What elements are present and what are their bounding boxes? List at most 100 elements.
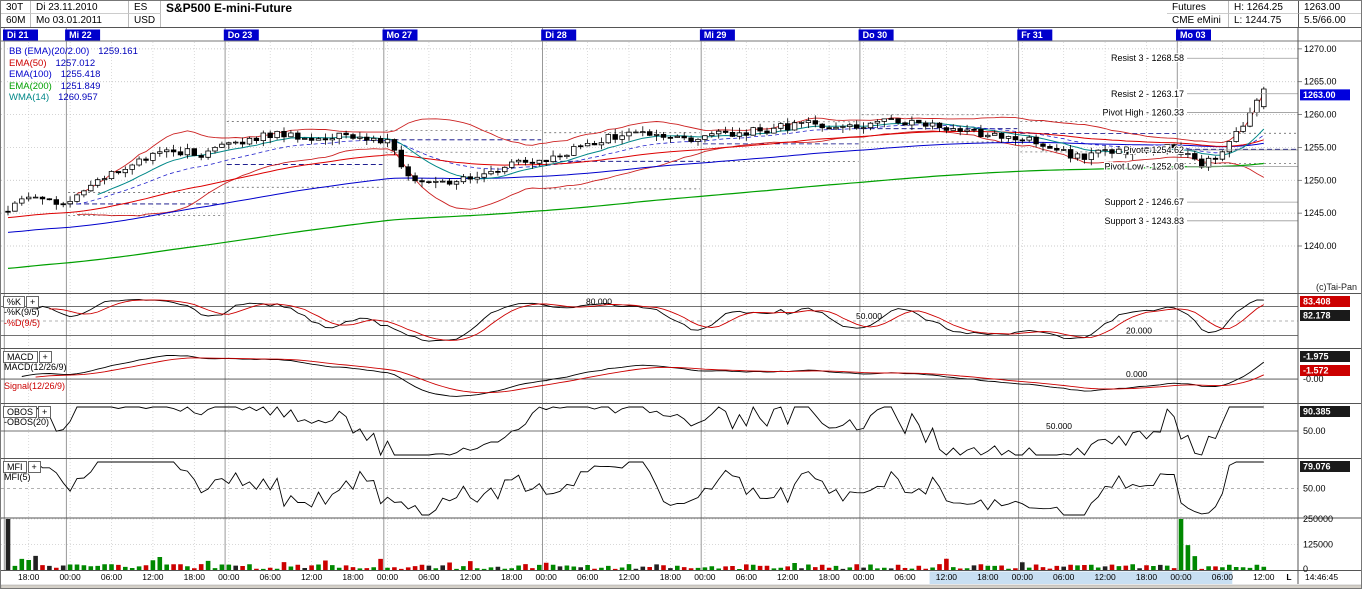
date-badge-text: Do 30 bbox=[863, 30, 888, 40]
bollinger-lower-line bbox=[76, 130, 1265, 217]
exchange-label: CME eMini bbox=[1167, 14, 1229, 27]
date-to-field[interactable]: Mo 03.01.2011 bbox=[31, 14, 129, 27]
date-from-field[interactable]: Di 23.11.2010 bbox=[31, 1, 129, 14]
mfi-value-badge-text: 79.076 bbox=[1303, 462, 1331, 472]
time-label: 18:00 bbox=[18, 572, 40, 582]
time-label: 00:00 bbox=[694, 572, 716, 582]
obos-value-badge-text: 90.385 bbox=[1303, 407, 1331, 417]
bollinger-mid-line bbox=[76, 124, 1265, 205]
time-label: 18:00 bbox=[342, 572, 364, 582]
obos-axis-label: 50.00 bbox=[1303, 426, 1326, 436]
ema100-line bbox=[7, 141, 1264, 233]
time-label: 00:00 bbox=[1170, 572, 1192, 582]
date-badge-text: Mo 27 bbox=[387, 30, 413, 40]
date-badge-text: Mi 22 bbox=[69, 30, 92, 40]
time-label: 12:00 bbox=[777, 572, 799, 582]
legend-value: 1259.161 bbox=[98, 46, 138, 57]
volume-series bbox=[5, 519, 1267, 570]
pivot-label: Support 3 - 1243.83 bbox=[1104, 216, 1184, 226]
stoch-d-line bbox=[49, 299, 1265, 341]
mfi-line bbox=[28, 461, 1264, 516]
obos-panel-header: OBOS + bbox=[3, 406, 52, 418]
obos-series-label: -OBOS(20) bbox=[4, 417, 50, 427]
time-label: 00:00 bbox=[59, 572, 81, 582]
last-price-label: 1263.00 bbox=[1299, 1, 1361, 14]
volume-axis-label: 125000 bbox=[1303, 540, 1333, 550]
time-label: 06:00 bbox=[260, 572, 282, 582]
candles-up bbox=[5, 88, 1267, 213]
time-label: 18:00 bbox=[501, 572, 523, 582]
mfi-value-badge bbox=[1300, 461, 1350, 472]
date-badge bbox=[223, 29, 259, 41]
timeframe-top-selector[interactable]: 30T bbox=[1, 1, 31, 14]
indicator-legend: BB (EMA)(20/2.00) 1259.161 EMA(50) 1257.012… bbox=[9, 46, 138, 104]
date-badge-text: Mi 29 bbox=[704, 30, 727, 40]
time-label: 06:00 bbox=[1053, 572, 1075, 582]
time-axis: 18:00 00:00 06:00 12:00 18:00 00:00 06:00 12:00… bbox=[18, 572, 1338, 582]
obos-expand-button[interactable]: + bbox=[38, 406, 52, 418]
macd-signal-badge bbox=[1300, 365, 1350, 376]
time-label: 06:00 bbox=[101, 572, 123, 582]
legend-value: 1251.849 bbox=[60, 80, 101, 92]
last-price-badge-text: 1263.00 bbox=[1303, 90, 1336, 100]
time-label: 18:00 bbox=[818, 572, 840, 582]
watermark: (c)Tai-Pan bbox=[1316, 282, 1357, 292]
time-label: 00:00 bbox=[853, 572, 875, 582]
macd-value-badge-text: -1.975 bbox=[1303, 352, 1329, 362]
date-badge bbox=[858, 29, 894, 41]
ema200-line bbox=[7, 162, 1264, 269]
date-badges: Di 21 Mi 22 Do 23 Mo 27 Di 28 Mi 29 Do 30 Fr 31… bbox=[3, 29, 1211, 41]
macd-expand-button[interactable]: + bbox=[38, 351, 52, 363]
time-label: 06:00 bbox=[736, 572, 758, 582]
timeframe-bottom-selector[interactable]: 60M bbox=[1, 14, 31, 27]
candles-down bbox=[39, 118, 1219, 205]
session-high-label: H: 1264.25 bbox=[1229, 1, 1299, 14]
legend-label: EMA(50) bbox=[9, 57, 47, 69]
price-axis-label: 1240.00 bbox=[1304, 241, 1337, 251]
macd-panel-button[interactable]: MACD bbox=[3, 351, 38, 363]
obos-panel-button[interactable]: OBOS bbox=[3, 406, 38, 418]
pivot-label: Pivot - 1254.62 bbox=[1123, 145, 1184, 155]
stoch-expand-button[interactable]: + bbox=[26, 296, 40, 308]
last-price-badge bbox=[1300, 89, 1350, 101]
wma14-line bbox=[97, 122, 1265, 195]
candlestick-series bbox=[5, 86, 1267, 216]
change-info-label: 5.5/66.00 bbox=[1304, 15, 1346, 26]
date-badge bbox=[1176, 29, 1211, 41]
symbol-field[interactable]: ES bbox=[129, 1, 161, 14]
ema50-line bbox=[7, 130, 1264, 219]
macd-series-label: Signal(12/26/9) bbox=[4, 381, 66, 391]
price-axis-label: 1270.00 bbox=[1304, 44, 1337, 54]
macd-value-badge bbox=[1300, 351, 1350, 362]
time-label: 12:00 bbox=[142, 572, 164, 582]
date-badge-text: Do 23 bbox=[228, 30, 253, 40]
time-label: 18:00 bbox=[184, 572, 206, 582]
volume-bars-down bbox=[40, 558, 1218, 570]
mfi-expand-button[interactable]: + bbox=[27, 461, 41, 473]
date-badge bbox=[3, 29, 38, 41]
macd-signal-badge-text: -1.572 bbox=[1303, 366, 1329, 376]
time-label: 06:00 bbox=[577, 572, 599, 582]
legend-label: WMA(14) bbox=[9, 92, 50, 103]
legend-item: EMA(50) 1257.012 bbox=[9, 58, 138, 70]
stoch-panel-button[interactable]: %K bbox=[3, 296, 26, 308]
stoch-level-20-label: 20.000 bbox=[1126, 325, 1152, 335]
date-badge bbox=[382, 29, 418, 41]
stoch-k-badge-text: 83.408 bbox=[1303, 297, 1331, 307]
time-label: 12:00 bbox=[301, 572, 323, 582]
time-label: 00:00 bbox=[1012, 572, 1034, 582]
date-badge-text: Mo 03 bbox=[1180, 30, 1206, 40]
price-axis-label: 1260.00 bbox=[1304, 110, 1337, 120]
mfi-panel-button[interactable]: MFI bbox=[3, 461, 27, 473]
date-badge bbox=[1017, 29, 1053, 41]
stoch-k-badge bbox=[1300, 296, 1350, 307]
legend-item: WMA(14) 1260.957 bbox=[9, 92, 138, 104]
time-label: 12:00 bbox=[618, 572, 640, 582]
stoch-series-label: -%K(9/5) bbox=[4, 307, 40, 317]
legend-value: 1260.957 bbox=[58, 92, 98, 103]
mfi-panel-header: MFI + bbox=[3, 461, 41, 473]
date-badge bbox=[541, 29, 577, 41]
clock-time: 14:46:45 bbox=[1305, 572, 1338, 582]
